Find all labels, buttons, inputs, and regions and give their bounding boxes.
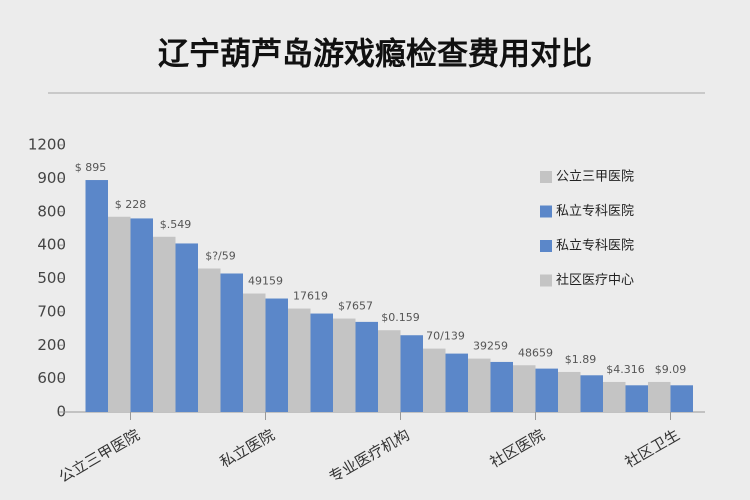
bar — [670, 385, 693, 412]
legend-swatch — [540, 240, 552, 252]
bar — [445, 353, 468, 412]
legend-label: 私立专科医院 — [556, 204, 634, 219]
bar — [265, 298, 288, 412]
y-tick-label: 800 — [37, 202, 66, 220]
bar — [513, 365, 536, 412]
legend-label: 社区医疗中心 — [556, 272, 634, 288]
annotation: 39259 — [473, 340, 508, 353]
annotation: $0.159 — [381, 311, 420, 324]
y-tick-label: 900 — [37, 169, 66, 187]
annotation: 49159 — [248, 275, 283, 288]
bar — [333, 318, 356, 412]
bar — [490, 361, 513, 412]
bar — [130, 218, 153, 412]
legend-swatch — [540, 205, 552, 218]
annotation: $?/59 — [205, 249, 236, 262]
bar — [175, 243, 198, 412]
y-tick-label: 700 — [37, 302, 66, 320]
annotation: 48659 — [518, 346, 553, 359]
annotation: 17619 — [293, 290, 328, 303]
bar — [108, 216, 131, 412]
bar — [468, 358, 491, 412]
bar — [198, 268, 221, 412]
bar — [535, 368, 558, 412]
bar — [378, 330, 401, 412]
annotation: $4.316 — [606, 363, 645, 376]
y-tick-label: 1200 — [28, 136, 66, 154]
bar — [310, 313, 333, 412]
bar — [153, 236, 176, 412]
y-tick-label: 400 — [37, 236, 66, 254]
annotation: $.549 — [160, 218, 192, 231]
bar — [580, 375, 603, 412]
bar — [558, 371, 581, 412]
annotation: $9.09 — [655, 363, 687, 376]
legend-label: 公立三甲医院 — [556, 170, 634, 185]
bar — [243, 293, 266, 412]
bar — [355, 321, 378, 412]
legend-label: 私立专科医院 — [556, 239, 634, 254]
bar — [220, 273, 243, 412]
y-tick-label: 600 — [37, 369, 66, 387]
bar — [85, 180, 108, 412]
bar — [648, 381, 671, 412]
annotation: $ 228 — [115, 198, 147, 211]
bar — [603, 381, 626, 412]
annotation: $ 895 — [75, 161, 107, 174]
bar — [625, 385, 648, 412]
legend-swatch — [540, 171, 552, 183]
annotation: 70/139 — [426, 330, 465, 343]
annotation: $7657 — [338, 300, 373, 313]
bar — [288, 308, 311, 412]
chart-title: 辽宁葫芦岛游戏瘾检查费用对比 — [158, 37, 592, 73]
bar — [400, 335, 423, 412]
y-tick-label: 500 — [37, 269, 66, 287]
bar — [423, 348, 446, 412]
legend-swatch — [540, 274, 552, 287]
annotation: $1.89 — [565, 353, 597, 366]
y-tick-label: 200 — [37, 336, 66, 354]
